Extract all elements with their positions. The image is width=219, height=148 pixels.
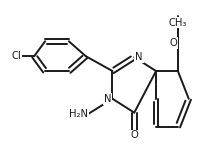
Text: N: N	[135, 52, 143, 62]
Text: H₂N: H₂N	[69, 109, 88, 119]
Text: Cl: Cl	[12, 51, 21, 61]
Text: O: O	[130, 130, 138, 140]
Text: CH₃: CH₃	[169, 17, 187, 28]
Text: O: O	[169, 38, 177, 48]
Text: N: N	[104, 94, 111, 104]
